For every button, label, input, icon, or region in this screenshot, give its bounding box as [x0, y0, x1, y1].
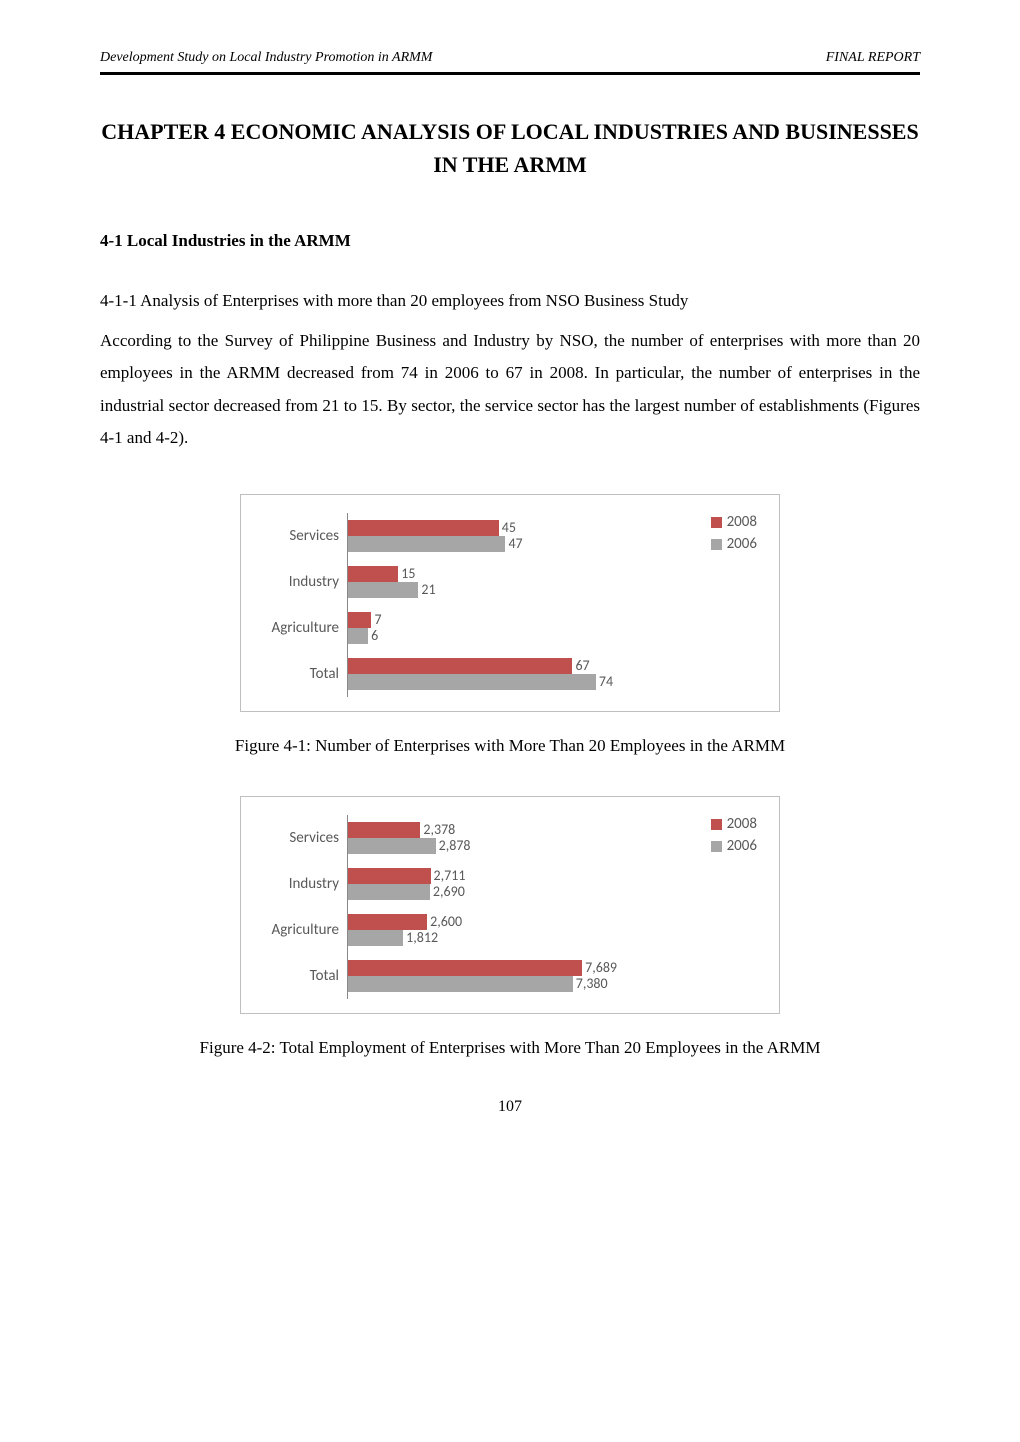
page-header: Development Study on Local Industry Prom…	[100, 50, 920, 66]
bar-value-label: 74	[596, 675, 613, 689]
bar-row: 67	[348, 658, 763, 674]
figure-4-2-chart: 20082006 ServicesIndustryAgricultureTota…	[240, 796, 780, 1014]
bar	[348, 884, 430, 900]
bar-value-label: 67	[572, 659, 589, 673]
category-label: Services	[257, 529, 339, 544]
y-axis-labels: Services Industry Agriculture Total	[257, 513, 347, 697]
plot-area: 2,378 2,878 2,711 2,690 2,600 1,812 7,689 7,380	[347, 815, 763, 999]
header-left: Development Study on Local Industry Prom…	[100, 50, 432, 66]
bar-row: 7,689	[348, 960, 763, 976]
figure-4-2-caption: Figure 4-2: Total Employment of Enterpri…	[100, 1038, 920, 1058]
bar-value-label: 1,812	[403, 931, 438, 945]
bar	[348, 612, 371, 628]
bar-group: 4547	[348, 513, 763, 559]
bar-row: 2,878	[348, 838, 763, 854]
plot-area: 45471521766774	[347, 513, 763, 697]
bar-value-label: 15	[398, 567, 415, 581]
bar	[348, 674, 596, 690]
category-label: Agriculture	[257, 923, 339, 938]
category-label: Industry	[257, 575, 339, 590]
bar-row: 1,812	[348, 930, 763, 946]
bar-group: 2,711 2,690	[348, 861, 763, 907]
bar	[348, 960, 582, 976]
figure-4-1-caption: Figure 4-1: Number of Enterprises with M…	[100, 736, 920, 756]
bar-row: 2,600	[348, 914, 763, 930]
bar-value-label: 6	[368, 629, 378, 643]
section-heading: 4-1 Local Industries in the ARMM	[100, 231, 920, 251]
bar	[348, 658, 572, 674]
bar-value-label: 45	[499, 521, 516, 535]
bar-value-label: 7,689	[582, 961, 617, 975]
bar-value-label: 2,690	[430, 885, 465, 899]
category-label: Total	[257, 667, 339, 682]
bar	[348, 930, 403, 946]
subsection-heading: 4-1-1 Analysis of Enterprises with more …	[100, 291, 920, 311]
category-label: Industry	[257, 877, 339, 892]
category-label: Agriculture	[257, 621, 339, 636]
bar-row: 2,690	[348, 884, 763, 900]
bar-row: 21	[348, 582, 763, 598]
bar-value-label: 2,878	[436, 839, 471, 853]
bar	[348, 582, 418, 598]
body-paragraph: According to the Survey of Philippine Bu…	[100, 325, 920, 454]
bar	[348, 868, 431, 884]
bar-row: 45	[348, 520, 763, 536]
header-rule	[100, 72, 920, 75]
bar	[348, 838, 436, 854]
bar-row: 2,711	[348, 868, 763, 884]
category-label: Services	[257, 831, 339, 846]
bar-group: 2,378 2,878	[348, 815, 763, 861]
figure-4-1-chart: 20082006 ServicesIndustryAgricultureTota…	[240, 494, 780, 712]
bar-value-label: 21	[418, 583, 435, 597]
bar-value-label: 7	[371, 613, 381, 627]
bar-value-label: 2,378	[420, 823, 455, 837]
bar-row: 7	[348, 612, 763, 628]
header-right: FINAL REPORT	[826, 50, 920, 66]
bar-row: 7,380	[348, 976, 763, 992]
chapter-title: CHAPTER 4 ECONOMIC ANALYSIS OF LOCAL IND…	[100, 115, 920, 181]
bar-value-label: 2,600	[427, 915, 462, 929]
bar	[348, 628, 368, 644]
page-number: 107	[100, 1098, 920, 1116]
bar-group: 2,600 1,812	[348, 907, 763, 953]
bar-row: 2,378	[348, 822, 763, 838]
category-label: Total	[257, 969, 339, 984]
bar-row: 15	[348, 566, 763, 582]
bar	[348, 976, 573, 992]
bar-row: 47	[348, 536, 763, 552]
y-axis-labels: Services Industry Agriculture Total	[257, 815, 347, 999]
bar-row: 74	[348, 674, 763, 690]
bar	[348, 520, 499, 536]
bar-group: 7,689 7,380	[348, 953, 763, 999]
bar	[348, 914, 427, 930]
bar-row: 6	[348, 628, 763, 644]
bar-value-label: 2,711	[431, 869, 466, 883]
bar	[348, 822, 420, 838]
bar-value-label: 47	[505, 537, 522, 551]
bar-group: 76	[348, 605, 763, 651]
bar	[348, 566, 398, 582]
bar	[348, 536, 505, 552]
bar-group: 1521	[348, 559, 763, 605]
bar-value-label: 7,380	[573, 977, 608, 991]
bar-group: 67 74	[348, 651, 763, 697]
